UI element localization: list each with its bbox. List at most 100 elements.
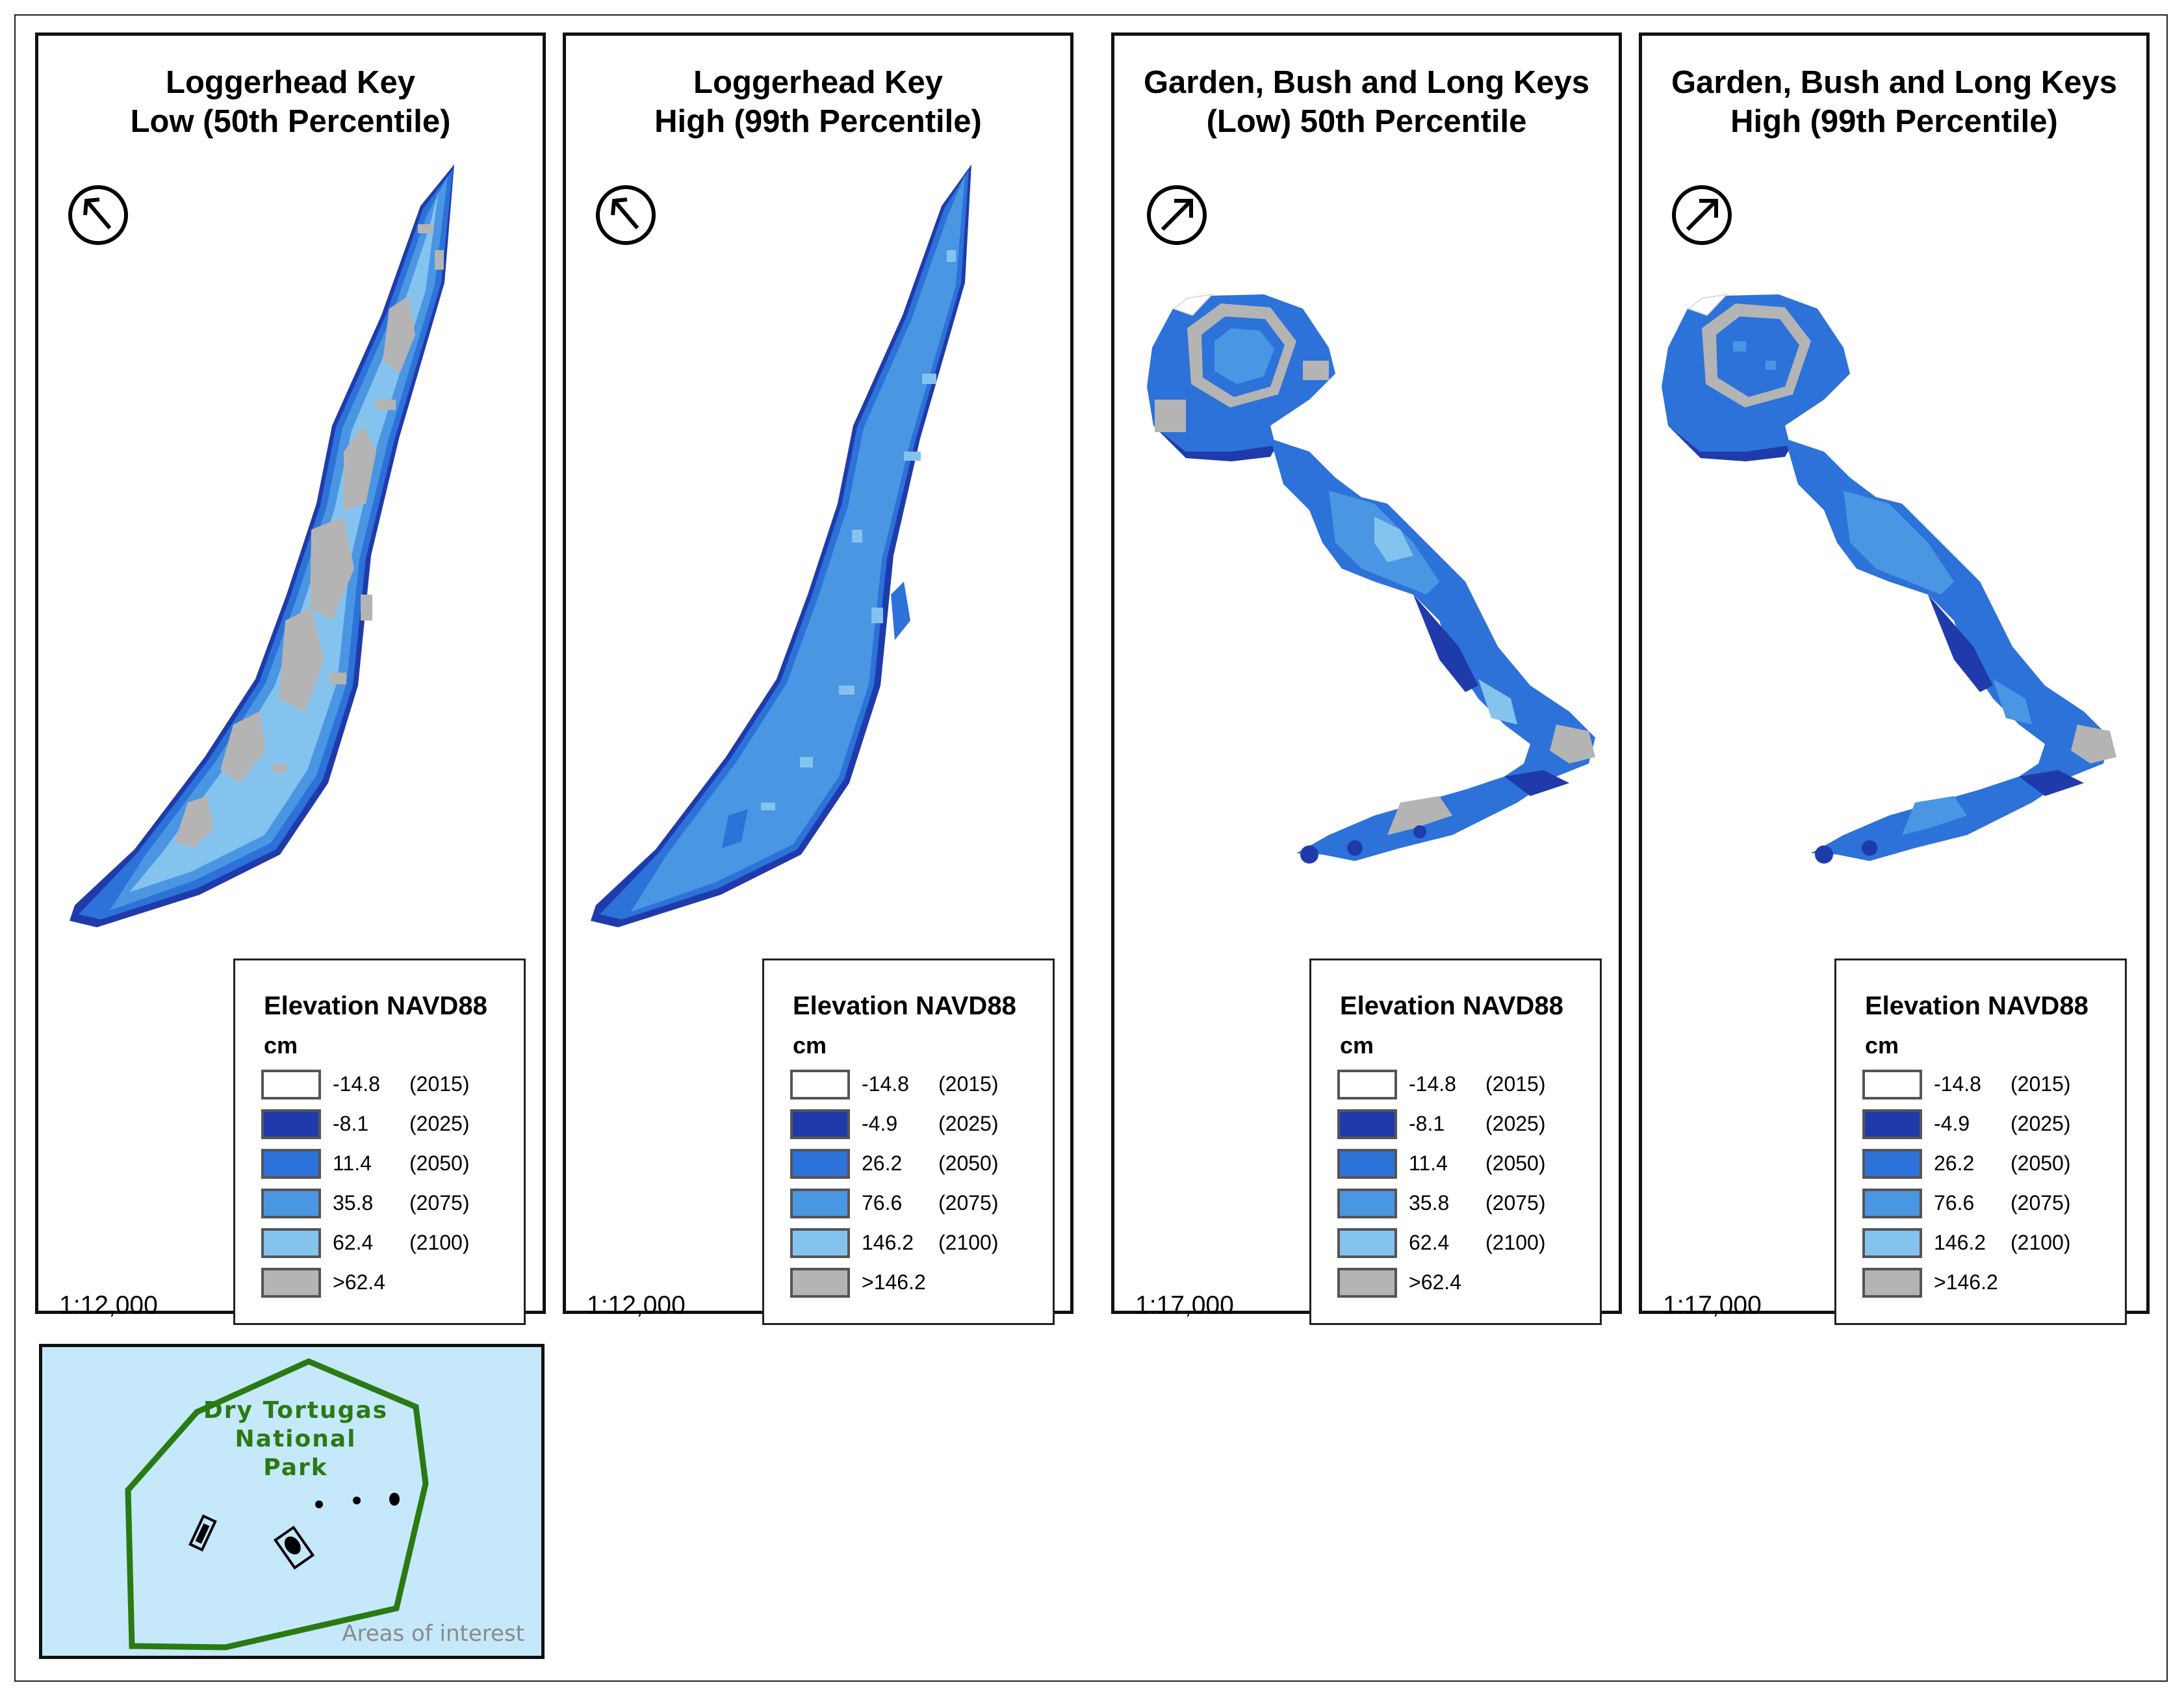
legend-swatch bbox=[261, 1070, 321, 1100]
legend-value: -14.8 bbox=[1934, 1072, 1981, 1096]
legend: Elevation NAVD88 cm -14.8 (2015) -4.9 (202… bbox=[762, 958, 1055, 1325]
legend-row-above: >62.4 bbox=[1337, 1268, 1597, 1302]
legend-title: Elevation NAVD88 bbox=[1340, 992, 1563, 1020]
park-boundary bbox=[125, 1358, 429, 1651]
legend-year: (2075) bbox=[938, 1191, 999, 1215]
legend-swatch bbox=[1862, 1189, 1922, 1218]
map-frame bbox=[14, 14, 2168, 1682]
legend-year: (2025) bbox=[938, 1112, 999, 1135]
legend-value: -14.8 bbox=[1409, 1072, 1456, 1096]
panel-title-line1: Garden, Bush and Long Keys bbox=[1671, 65, 2118, 100]
legend-value: 62.4 bbox=[1409, 1231, 1450, 1254]
north-arrow-icon bbox=[1146, 184, 1208, 246]
legend-row-2100: 146.2 (2100) bbox=[1862, 1228, 2122, 1262]
legend: Elevation NAVD88 cm -14.8 (2015) -8.1 (202… bbox=[1309, 958, 1602, 1325]
legend-row-2015: -14.8 (2015) bbox=[1862, 1070, 2122, 1103]
key-dot bbox=[353, 1497, 361, 1504]
aoi-loggerhead bbox=[188, 1514, 217, 1552]
north-arrow-icon bbox=[1671, 184, 1733, 246]
key-dot bbox=[315, 1500, 323, 1508]
legend-swatch bbox=[1862, 1109, 1922, 1139]
legend-row-2100: 62.4 (2100) bbox=[261, 1228, 521, 1262]
legend-swatch bbox=[790, 1268, 850, 1298]
legend-swatch bbox=[790, 1109, 850, 1139]
fort-island bbox=[1147, 293, 1335, 461]
legend: Elevation NAVD88 cm -14.8 (2015) -8.1 (202… bbox=[233, 958, 526, 1325]
legend-swatch bbox=[1862, 1070, 1922, 1100]
elevation-band-2050-patches bbox=[722, 582, 910, 848]
panel-title: Garden, Bush and Long Keys High (99th Pe… bbox=[1642, 63, 2146, 141]
legend-swatch bbox=[790, 1070, 850, 1100]
legend-row-2050: 11.4 (2050) bbox=[261, 1149, 521, 1183]
panel-title-line1: Loggerhead Key bbox=[166, 65, 415, 100]
legend-year: (2100) bbox=[409, 1231, 470, 1254]
panel-garden-high: Garden, Bush and Long Keys High (99th Pe… bbox=[1639, 32, 2150, 1325]
legend-row-2015: -14.8 (2015) bbox=[261, 1070, 521, 1103]
legend-value: >62.4 bbox=[333, 1270, 385, 1294]
legend-value: 35.8 bbox=[333, 1191, 374, 1215]
legend-row-2075: 76.6 (2075) bbox=[1862, 1189, 2122, 1222]
legend-value: >146.2 bbox=[1934, 1270, 1998, 1294]
legend-year: (2025) bbox=[1485, 1112, 1546, 1135]
legend-value: 76.6 bbox=[1934, 1191, 1975, 1215]
legend-value: 11.4 bbox=[333, 1151, 372, 1175]
legend-value: -8.1 bbox=[333, 1112, 369, 1135]
legend-row-2025: -8.1 (2025) bbox=[261, 1109, 521, 1143]
legend-value: >146.2 bbox=[862, 1270, 926, 1294]
legend-row-2025: -4.9 (2025) bbox=[1862, 1109, 2122, 1143]
legend-unit: cm bbox=[793, 1032, 827, 1059]
legend-year: (2015) bbox=[1485, 1072, 1546, 1096]
legend-value: -4.9 bbox=[862, 1112, 898, 1135]
legend-value: 76.6 bbox=[862, 1191, 903, 1215]
bush-long-keys bbox=[1270, 439, 1595, 864]
areas-of-interest-label: Areas of interest bbox=[342, 1621, 524, 1647]
legend-value: -14.8 bbox=[333, 1072, 380, 1096]
elevation-band-2100 bbox=[129, 189, 439, 892]
legend-row-above: >146.2 bbox=[1862, 1268, 2122, 1302]
legend-swatch bbox=[1337, 1109, 1397, 1139]
legend-year: (2015) bbox=[409, 1072, 470, 1096]
legend-value: -8.1 bbox=[1409, 1112, 1445, 1135]
inset-map-graphics bbox=[125, 1358, 429, 1651]
legend-row-2015: -14.8 (2015) bbox=[790, 1070, 1050, 1103]
legend-row-2025: -8.1 (2025) bbox=[1337, 1109, 1597, 1143]
legend-row-2050: 11.4 (2050) bbox=[1337, 1149, 1597, 1183]
legend-value: 146.2 bbox=[862, 1231, 914, 1254]
panel-title-line2: High (99th Percentile) bbox=[1730, 104, 2058, 139]
legend-row-2075: 35.8 (2075) bbox=[1337, 1189, 1597, 1222]
legend-swatch bbox=[261, 1228, 321, 1258]
north-arrow-icon bbox=[67, 184, 129, 246]
legend: Elevation NAVD88 cm -14.8 (2015) -4.9 (202… bbox=[1834, 958, 2127, 1325]
legend-swatch bbox=[1337, 1268, 1397, 1298]
scale-text: 1:17,000 bbox=[1663, 1291, 1762, 1319]
legend-row-2050: 26.2 (2050) bbox=[1862, 1149, 2122, 1183]
legend-swatch bbox=[790, 1189, 850, 1218]
legend-row-2025: -4.9 (2025) bbox=[790, 1109, 1050, 1143]
legend-row-2100: 62.4 (2100) bbox=[1337, 1228, 1597, 1262]
legend-year: (2075) bbox=[1485, 1191, 1546, 1215]
legend-row-above: >62.4 bbox=[261, 1268, 521, 1302]
elevation-band-above bbox=[175, 224, 444, 848]
scale-text: 1:12,000 bbox=[587, 1291, 686, 1319]
panel-loggerhead-low: Loggerhead Key Low (50th Percentile) Ele… bbox=[35, 32, 546, 1325]
park-label: Dry Tortugas National Park bbox=[198, 1396, 393, 1482]
legend-value: 146.2 bbox=[1934, 1231, 1986, 1254]
legend-value: 35.8 bbox=[1409, 1191, 1450, 1215]
legend-row-2075: 35.8 (2075) bbox=[261, 1189, 521, 1222]
legend-swatch bbox=[1862, 1268, 1922, 1298]
scale-text: 1:17,000 bbox=[1135, 1291, 1234, 1319]
legend-swatch bbox=[790, 1228, 850, 1258]
elevation-band-2075 bbox=[631, 175, 965, 912]
park-label-line1: Dry Tortugas bbox=[203, 1397, 389, 1424]
legend-value: 11.4 bbox=[1409, 1151, 1448, 1175]
legend-swatch bbox=[261, 1268, 321, 1298]
legend-year: (2075) bbox=[409, 1191, 470, 1215]
scale-text: 1:12,000 bbox=[59, 1291, 158, 1319]
panel-title-line2: Low (50th Percentile) bbox=[130, 104, 451, 139]
legend-value: >62.4 bbox=[1409, 1270, 1461, 1294]
legend-title: Elevation NAVD88 bbox=[264, 992, 487, 1020]
inset-locator-map: Dry Tortugas National Park Areas of inte… bbox=[39, 1344, 545, 1659]
legend-year: (2100) bbox=[1485, 1231, 1546, 1254]
legend-row-2100: 146.2 (2100) bbox=[790, 1228, 1050, 1262]
legend-row-above: >146.2 bbox=[790, 1268, 1050, 1302]
